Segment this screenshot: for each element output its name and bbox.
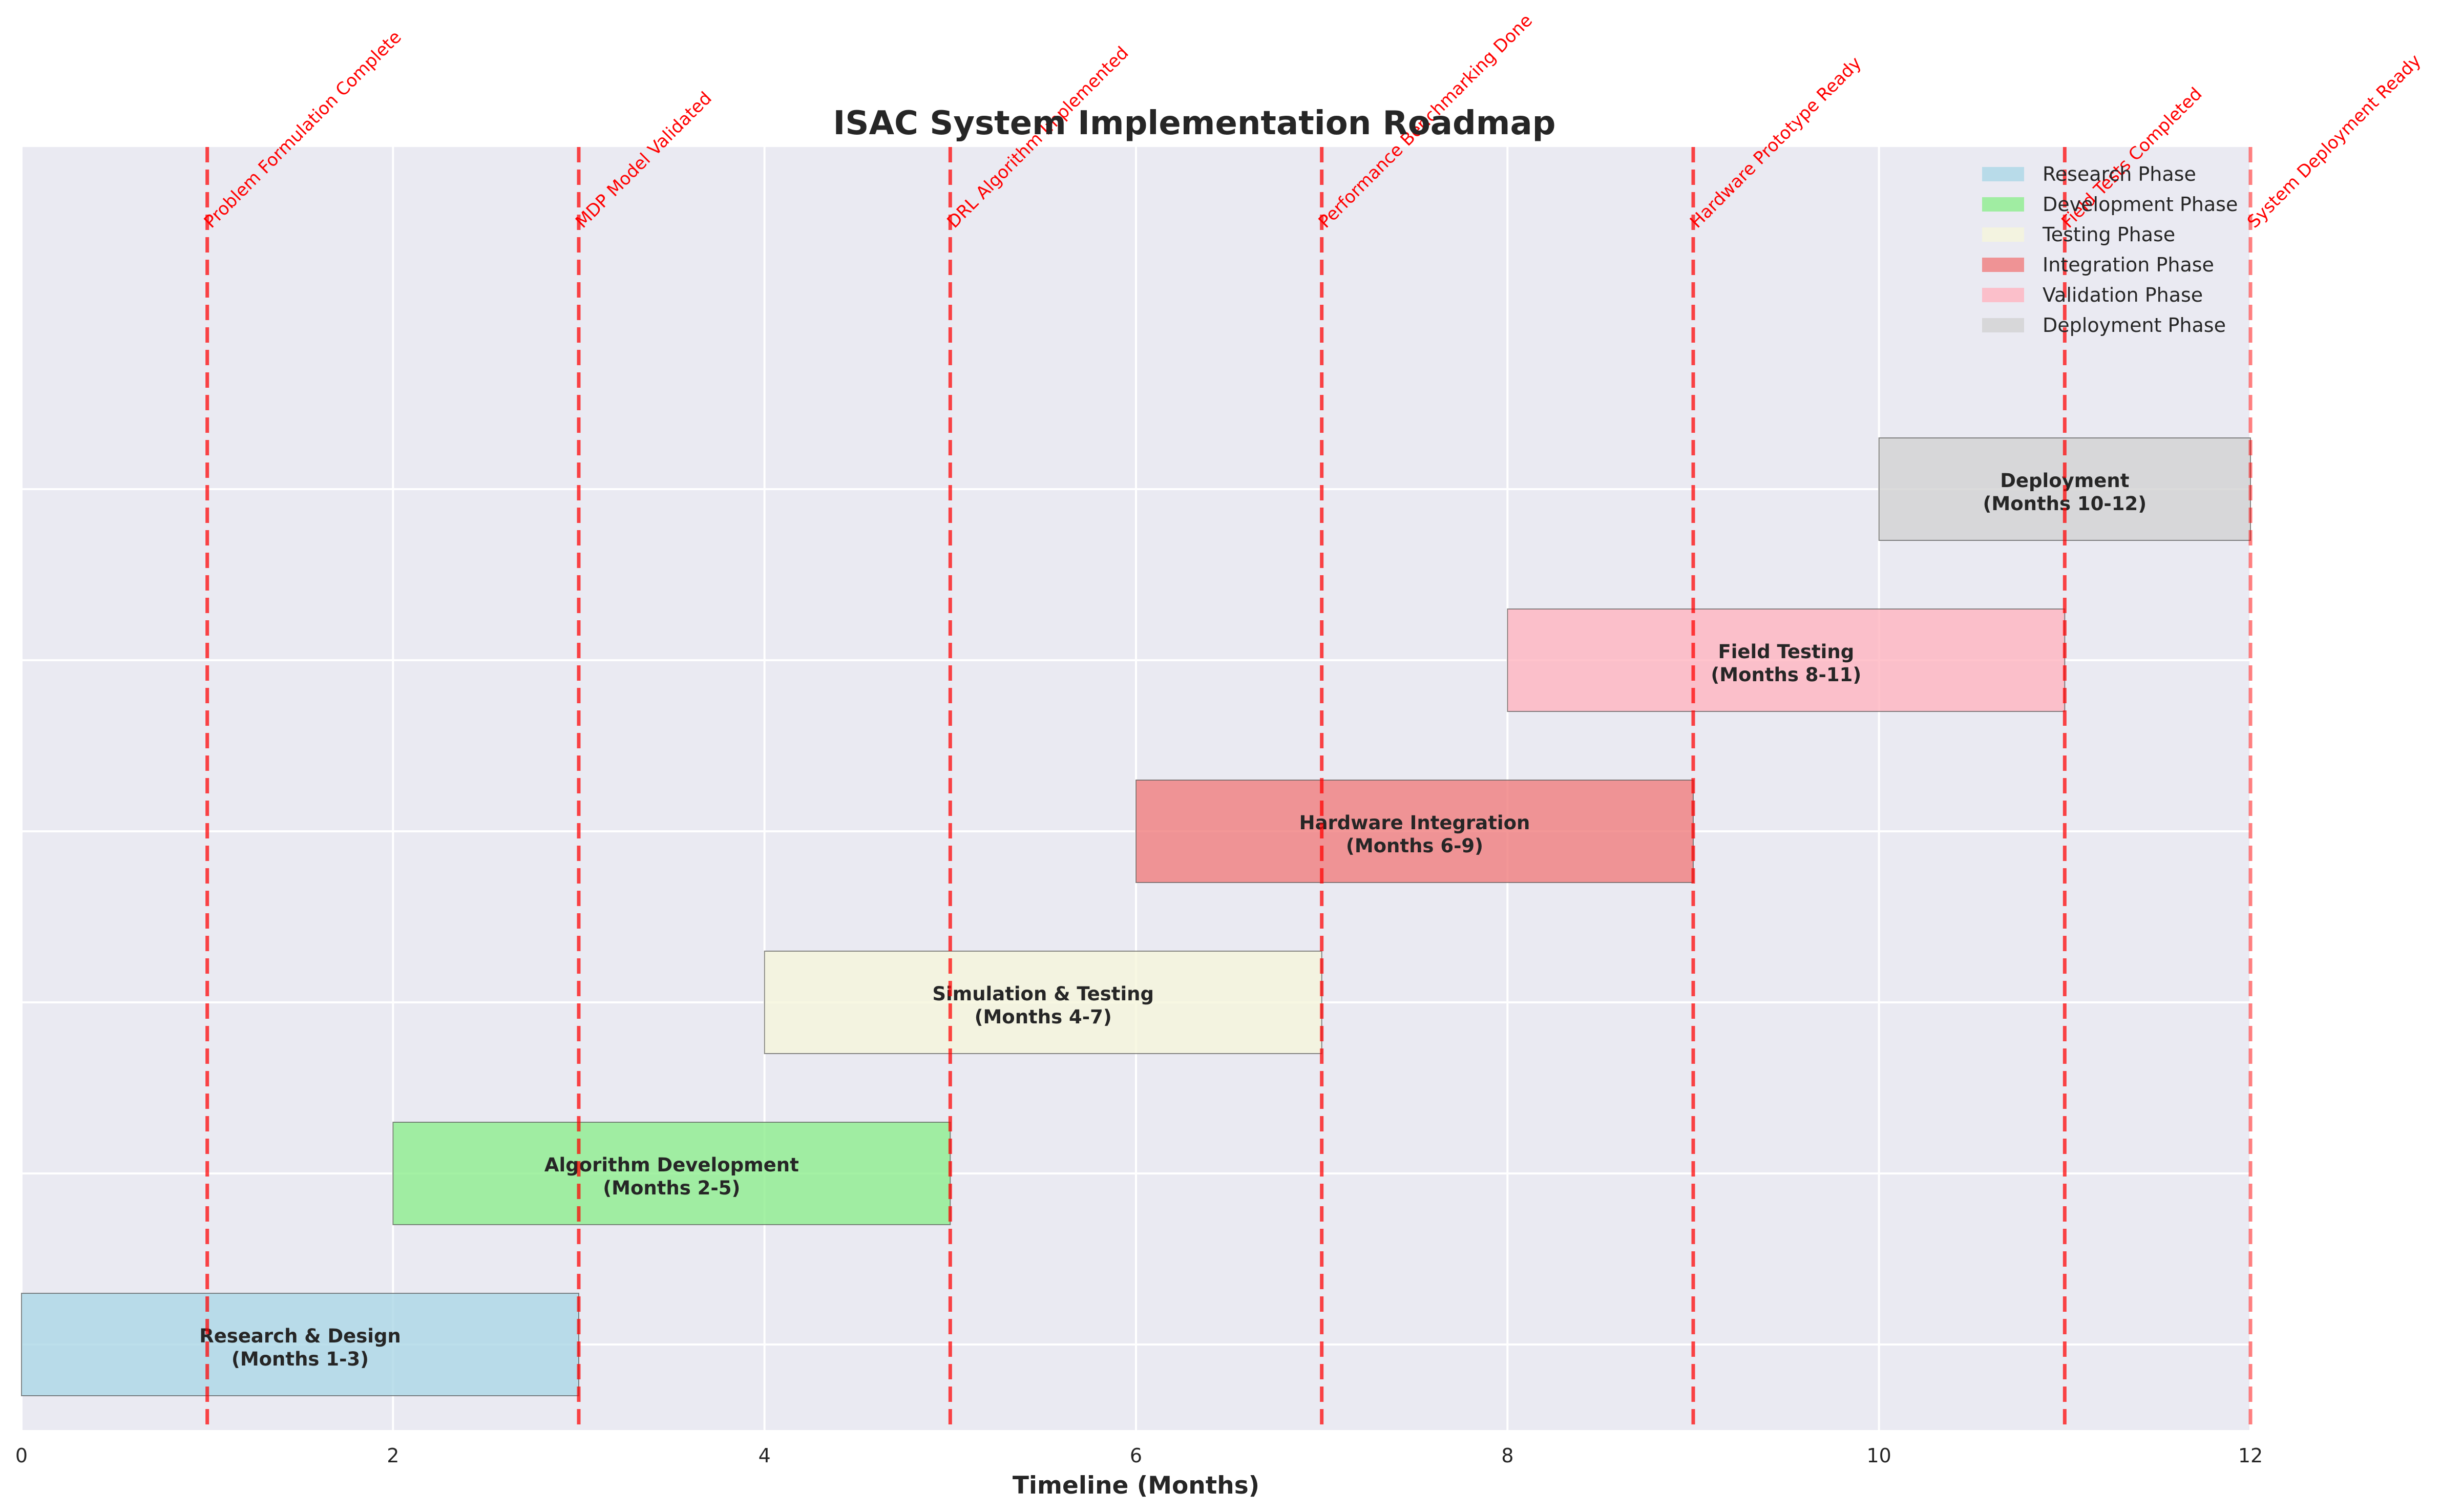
task-label-line: (Months 1-3): [232, 1348, 369, 1370]
task-bar-simulation-testing: [764, 951, 1322, 1054]
legend-label-1: Development Phase: [2043, 193, 2238, 216]
task-label-line: (Months 6-9): [1346, 835, 1483, 857]
task-bars: Research & Design (Months 1-3) Algorithm D…: [21, 437, 2251, 1396]
task-label-research-design: Research & Design (Months 1-3): [199, 1325, 401, 1370]
task-label-line: (Months 8-11): [1711, 664, 1861, 686]
x-axis-label: Timeline (Months): [1013, 1472, 1259, 1500]
x-tick-label-6: 12: [2238, 1444, 2263, 1467]
task-label-line: Hardware Integration: [1299, 812, 1530, 834]
milestone-label-6: System Deployment Ready: [2243, 50, 2425, 232]
legend-swatch-1: [1982, 197, 2024, 212]
x-tick-label-4: 8: [1501, 1444, 1513, 1467]
legend-swatch-3: [1982, 258, 2024, 272]
task-label-simulation-testing: Simulation & Testing (Months 4-7): [932, 983, 1154, 1028]
legend-label-3: Integration Phase: [2043, 254, 2214, 276]
legend: Research Phase Development Phase Testing P…: [1982, 163, 2238, 337]
legend-swatch-5: [1982, 318, 2024, 332]
legend-swatch-2: [1982, 227, 2024, 242]
legend-swatch-4: [1982, 288, 2024, 302]
legend-label-4: Validation Phase: [2043, 284, 2203, 306]
task-label-hardware-integration: Hardware Integration (Months 6-9): [1299, 812, 1530, 857]
task-bar-research-design: [21, 1293, 579, 1396]
task-label-line: Field Testing: [1718, 641, 1854, 663]
task-label-line: (Months 2-5): [603, 1177, 740, 1199]
task-label-line: Research & Design: [199, 1325, 401, 1347]
x-tick-label-1: 2: [387, 1444, 399, 1467]
legend-label-2: Testing Phase: [2042, 223, 2175, 246]
x-axis: 0 2 4 6 8 10 12: [15, 1444, 2263, 1467]
chart-title: ISAC System Implementation Roadmap: [833, 104, 1556, 142]
x-tick-label-0: 0: [15, 1444, 28, 1467]
task-bar-field-testing: [1507, 608, 2066, 712]
legend-swatch-0: [1982, 167, 2024, 181]
task-label-field-testing: Field Testing (Months 8-11): [1711, 641, 1861, 686]
task-label-line: Algorithm Development: [544, 1154, 799, 1176]
x-tick-label-3: 6: [1130, 1444, 1142, 1467]
x-tick-label-5: 10: [1866, 1444, 1891, 1467]
task-label-algorithm-development: Algorithm Development (Months 2-5): [544, 1154, 799, 1199]
task-bar-algorithm-development: [392, 1122, 951, 1225]
legend-label-5: Deployment Phase: [2043, 314, 2226, 337]
task-label-line: (Months 4-7): [975, 1006, 1112, 1028]
task-label-line: Simulation & Testing: [932, 983, 1154, 1005]
x-tick-label-2: 4: [759, 1444, 771, 1467]
legend-label-0: Research Phase: [2043, 163, 2196, 185]
